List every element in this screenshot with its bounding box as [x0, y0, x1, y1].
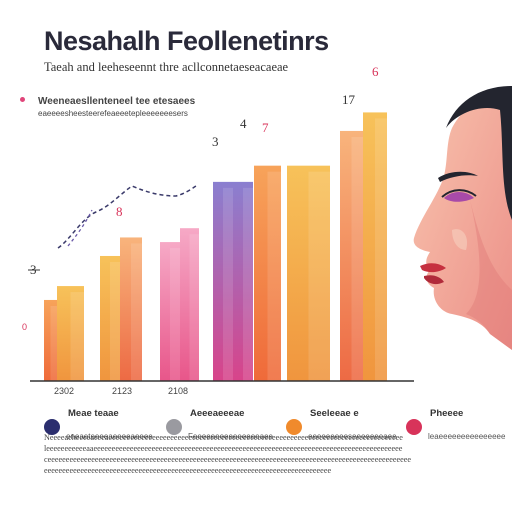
- bar-group1-1: [120, 237, 142, 381]
- bar-group4-1: [363, 112, 387, 382]
- note-bullet-icon: [20, 97, 25, 102]
- legend-label: Aeeeaeeeae: [190, 408, 245, 419]
- data-label: 3: [212, 134, 219, 149]
- legend-label: Meae teaae: [68, 408, 119, 419]
- lips-shape: [420, 263, 446, 273]
- face-skin: [413, 88, 512, 350]
- legend-swatch: [286, 419, 302, 435]
- footer-line: Neeeeaeheeeeaeeeaeeeeeeeeeeeeeeeeeeeeeee…: [44, 433, 403, 442]
- legend-description: leaeeeeeeeeeeeeeee: [428, 432, 506, 441]
- face-illustration: [413, 86, 512, 350]
- bar-group3-0: [213, 181, 233, 381]
- footer-text: Neeeeaeheeeeaeeeaeeeeeeeeeeeeeeeeeeeeeee…: [44, 432, 474, 476]
- footer-line: eeeeeeeeeeeeeeeeeeeeeeeeeeeeeeeeeeeeeeee…: [44, 466, 332, 475]
- data-label: 4: [240, 116, 247, 131]
- lips-lower: [424, 275, 444, 285]
- legend-swatch: [166, 419, 182, 435]
- chart-title: Nesahalh Feollenetinrs: [44, 26, 329, 56]
- eye-shape: [444, 192, 474, 202]
- note-subtext: eaeeeesheesteerefeaeeetepleeeeeeesers: [38, 109, 188, 118]
- bar-sheen-1-1: [131, 243, 142, 381]
- bar-group2-1: [180, 228, 199, 381]
- x-tick-label: 2302: [54, 386, 74, 396]
- bar-group0-0: [44, 299, 57, 381]
- trend-line-2: [67, 209, 93, 247]
- legend-swatch: [44, 419, 60, 435]
- legend-description: eneaeteeeeaeeeeaeeee: [66, 432, 153, 441]
- note-heading: Weeneaesllenteneel tee etesaees: [38, 96, 196, 107]
- bar-group0-1: [57, 286, 84, 381]
- bar-sheen-4-0: [351, 136, 363, 381]
- x-tick-labels: 2302 2123 2108: [54, 386, 188, 396]
- legend-label: Seeleeae e: [310, 408, 359, 419]
- bar-sheen-3-0: [223, 187, 233, 381]
- data-label: 6: [372, 64, 379, 79]
- data-label: 17: [342, 92, 356, 107]
- bar-group3-1: [233, 181, 253, 381]
- bar-sheen-3-1: [243, 187, 253, 381]
- eyebrow-shape: [438, 171, 478, 182]
- bar-group1-0: [100, 255, 120, 381]
- x-tick-label: 2123: [112, 386, 132, 396]
- bar-sheen-3-2: [267, 171, 281, 381]
- bar-sheen-1-0: [110, 261, 120, 381]
- footer-line: leeeeeeeeeeeaaeeeeeeeeeeeeeeeeeeeeeeeeee…: [44, 444, 403, 453]
- bar-sheen-0-0: [50, 305, 57, 381]
- data-label: 8: [116, 204, 123, 219]
- trend-line: [57, 185, 197, 249]
- annotation-note: Weeneaesllenteneel tee etesaees eaeeeesh…: [38, 96, 208, 118]
- bar-sheen-3-3: [308, 171, 330, 381]
- bar-sheen-0-1: [70, 292, 84, 381]
- legend-swatch: [406, 419, 422, 435]
- footer-line: ceeeeeeeeeeeeeeeeeeeeeeeeeeeeeeeeeeeeeee…: [44, 455, 412, 464]
- bars-group: [44, 112, 387, 382]
- bar-group3-3: [287, 165, 330, 381]
- chart-subtitle: Taeah and leeheseennt thre acllconnetaes…: [44, 60, 289, 74]
- x-tick-label: 2108: [168, 386, 188, 396]
- cheek-highlight: [452, 229, 468, 250]
- face-shadow: [466, 200, 512, 350]
- eyelash-shape: [441, 189, 477, 198]
- bar-group4-0: [340, 130, 363, 381]
- legend-description: Feeeeeeeeeeeeeeeaee: [188, 432, 273, 441]
- bar-group2-0: [160, 242, 180, 381]
- data-label: 7: [262, 120, 269, 135]
- bar-sheen-2-0: [170, 248, 180, 381]
- legend-label: Pheeee: [430, 408, 464, 419]
- legend-description: eeeeeeeeeseeeeeeeaee: [308, 432, 397, 441]
- y-tick-label: 0: [22, 322, 27, 332]
- bar-sheen-4-1: [375, 118, 387, 382]
- legend: Meae teaae eneaeteeeeaeeeeaeeee Aeeeaeeeae…: [0, 408, 512, 448]
- bar-group3-2: [254, 165, 281, 381]
- bar-sheen-2-1: [189, 234, 199, 381]
- hair-shape: [446, 86, 512, 220]
